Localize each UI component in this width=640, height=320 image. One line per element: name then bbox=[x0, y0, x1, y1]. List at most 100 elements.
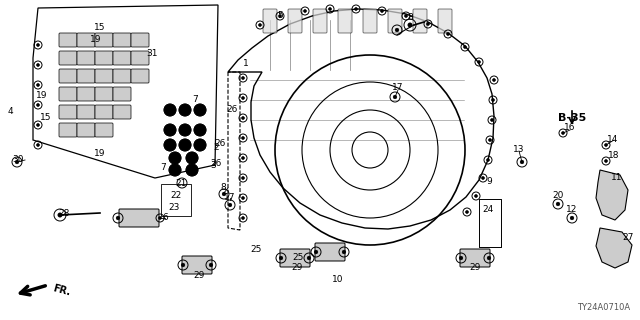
Text: 2: 2 bbox=[213, 143, 219, 153]
Text: 16: 16 bbox=[564, 123, 576, 132]
Text: 22: 22 bbox=[170, 190, 182, 199]
Text: 18: 18 bbox=[608, 150, 620, 159]
FancyBboxPatch shape bbox=[77, 69, 95, 83]
Text: FR.: FR. bbox=[52, 283, 72, 297]
FancyBboxPatch shape bbox=[113, 69, 131, 83]
Text: 29: 29 bbox=[291, 262, 303, 271]
FancyBboxPatch shape bbox=[95, 51, 113, 65]
Circle shape bbox=[605, 144, 607, 147]
Text: 11: 11 bbox=[611, 173, 623, 182]
FancyBboxPatch shape bbox=[59, 87, 77, 101]
Text: TY24A0710A: TY24A0710A bbox=[577, 303, 630, 312]
Text: B-35: B-35 bbox=[558, 113, 586, 123]
Circle shape bbox=[303, 10, 307, 12]
Text: 29: 29 bbox=[193, 270, 205, 279]
Text: 8: 8 bbox=[407, 12, 413, 21]
Circle shape bbox=[36, 64, 40, 67]
Circle shape bbox=[404, 15, 408, 17]
FancyBboxPatch shape bbox=[95, 105, 113, 119]
Text: 26: 26 bbox=[211, 158, 221, 167]
Circle shape bbox=[460, 256, 463, 260]
Circle shape bbox=[179, 104, 191, 116]
FancyBboxPatch shape bbox=[131, 69, 149, 83]
Text: 12: 12 bbox=[566, 205, 578, 214]
Circle shape bbox=[355, 8, 357, 10]
FancyBboxPatch shape bbox=[338, 9, 352, 33]
FancyBboxPatch shape bbox=[113, 51, 131, 65]
Text: 15: 15 bbox=[94, 23, 106, 33]
FancyBboxPatch shape bbox=[388, 9, 402, 33]
Circle shape bbox=[169, 164, 181, 176]
Circle shape bbox=[242, 177, 244, 180]
FancyBboxPatch shape bbox=[77, 87, 95, 101]
Text: 23: 23 bbox=[168, 204, 180, 212]
Circle shape bbox=[486, 159, 490, 161]
Circle shape bbox=[259, 24, 261, 26]
Text: 8: 8 bbox=[220, 183, 226, 193]
Circle shape bbox=[36, 84, 40, 86]
Circle shape bbox=[186, 152, 198, 164]
Text: 1: 1 bbox=[243, 59, 249, 68]
Circle shape bbox=[242, 217, 244, 220]
Circle shape bbox=[179, 139, 191, 151]
Circle shape bbox=[242, 196, 244, 199]
Circle shape bbox=[36, 104, 40, 106]
FancyBboxPatch shape bbox=[288, 9, 302, 33]
Circle shape bbox=[242, 156, 244, 159]
FancyBboxPatch shape bbox=[280, 249, 310, 267]
Circle shape bbox=[520, 160, 524, 164]
FancyBboxPatch shape bbox=[113, 87, 131, 101]
FancyBboxPatch shape bbox=[59, 69, 77, 83]
Text: 14: 14 bbox=[607, 134, 619, 143]
Text: 25: 25 bbox=[292, 252, 304, 261]
FancyBboxPatch shape bbox=[131, 51, 149, 65]
Circle shape bbox=[396, 28, 399, 32]
Circle shape bbox=[314, 250, 317, 254]
Circle shape bbox=[493, 79, 495, 81]
FancyBboxPatch shape bbox=[315, 243, 345, 261]
Text: 3: 3 bbox=[210, 161, 216, 170]
Text: 9: 9 bbox=[486, 177, 492, 186]
Text: 29: 29 bbox=[469, 262, 481, 271]
Circle shape bbox=[562, 132, 564, 134]
FancyBboxPatch shape bbox=[460, 249, 490, 267]
Circle shape bbox=[194, 104, 206, 116]
Circle shape bbox=[487, 256, 491, 260]
FancyBboxPatch shape bbox=[313, 9, 327, 33]
Circle shape bbox=[181, 263, 185, 267]
Circle shape bbox=[242, 76, 244, 79]
Text: 15: 15 bbox=[40, 114, 52, 123]
Circle shape bbox=[164, 104, 176, 116]
Circle shape bbox=[194, 139, 206, 151]
Circle shape bbox=[328, 8, 332, 10]
Circle shape bbox=[381, 10, 383, 12]
Circle shape bbox=[342, 250, 346, 254]
Text: 19: 19 bbox=[36, 92, 48, 100]
Text: 4: 4 bbox=[7, 108, 13, 116]
Text: 26: 26 bbox=[214, 139, 226, 148]
FancyBboxPatch shape bbox=[77, 51, 95, 65]
Circle shape bbox=[556, 202, 560, 206]
FancyBboxPatch shape bbox=[131, 33, 149, 47]
Circle shape bbox=[186, 164, 198, 176]
FancyBboxPatch shape bbox=[59, 105, 77, 119]
Text: 10: 10 bbox=[332, 276, 344, 284]
Text: 20: 20 bbox=[552, 191, 564, 201]
Text: 19: 19 bbox=[90, 36, 102, 44]
FancyBboxPatch shape bbox=[77, 105, 95, 119]
Circle shape bbox=[463, 46, 467, 48]
FancyBboxPatch shape bbox=[95, 33, 113, 47]
Circle shape bbox=[491, 119, 493, 121]
FancyBboxPatch shape bbox=[182, 256, 212, 274]
FancyBboxPatch shape bbox=[438, 9, 452, 33]
Text: 25: 25 bbox=[250, 245, 262, 254]
Text: 7: 7 bbox=[160, 163, 166, 172]
Polygon shape bbox=[596, 228, 632, 268]
Circle shape bbox=[194, 124, 206, 136]
Circle shape bbox=[279, 256, 283, 260]
FancyBboxPatch shape bbox=[119, 209, 159, 227]
Circle shape bbox=[475, 195, 477, 197]
Text: 13: 13 bbox=[513, 146, 525, 155]
Text: 5: 5 bbox=[277, 11, 283, 20]
Circle shape bbox=[58, 213, 62, 217]
